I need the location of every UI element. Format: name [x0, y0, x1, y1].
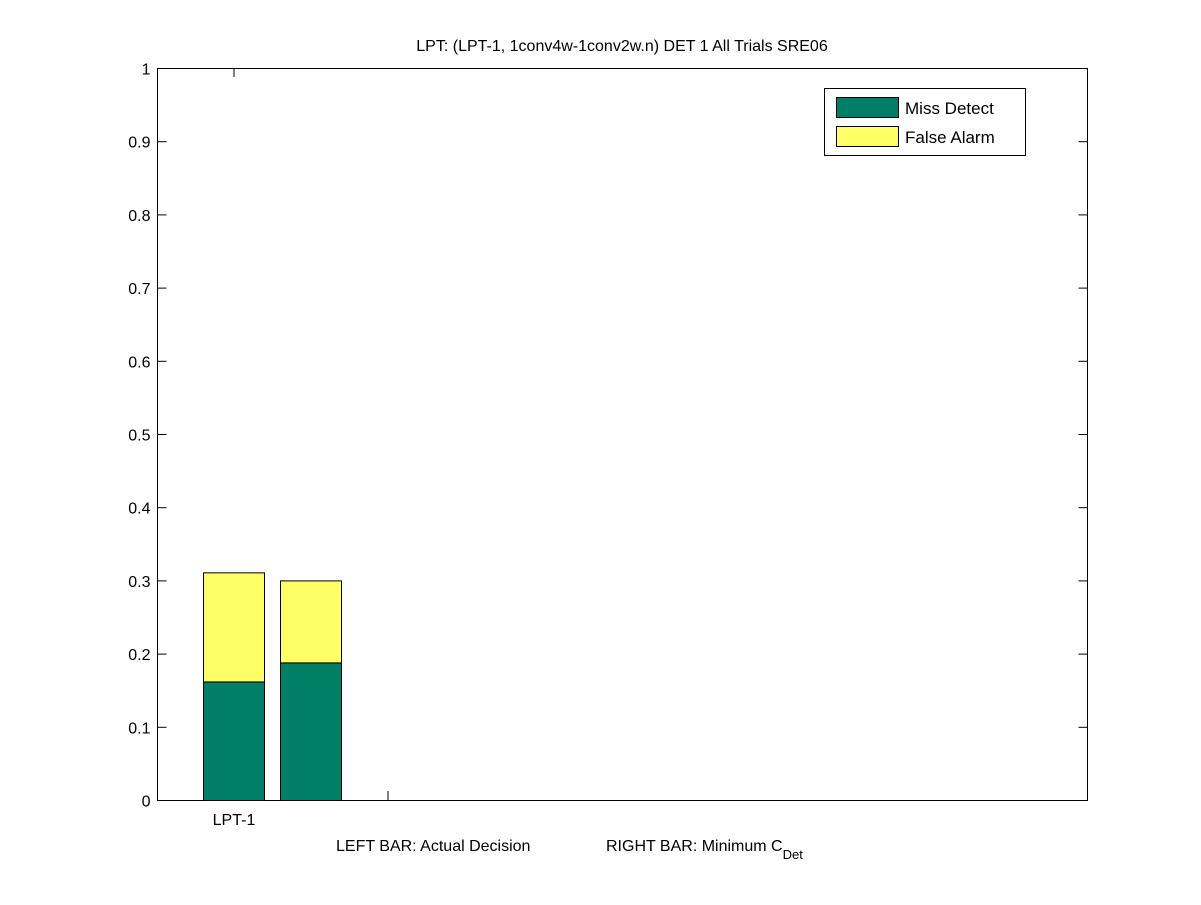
bar-minimum-miss-detect — [280, 662, 342, 801]
y-tick-label: 0.3 — [128, 574, 150, 591]
y-tick-label: 0.9 — [128, 135, 150, 152]
y-tick-label: 0.8 — [128, 208, 150, 225]
bar-actual-false-alarm — [203, 572, 265, 683]
legend-swatch-false-alarm — [836, 126, 899, 147]
x-axis-label-subscript: Det — [783, 847, 804, 862]
x-axis-label-right: RIGHT BAR: Minimum CDet — [606, 838, 803, 862]
legend: Miss Detect False Alarm — [824, 88, 1026, 156]
bar-minimum-false-alarm — [280, 580, 342, 664]
x-axis-label-left: LEFT BAR: Actual Decision — [336, 838, 530, 855]
y-tick-label: 1 — [142, 62, 151, 79]
plot-frame — [157, 68, 1088, 801]
y-tick-label: 0.6 — [128, 354, 150, 371]
chart-title: LPT: (LPT-1, 1conv4w-1conv2w.n) DET 1 Al… — [416, 38, 828, 55]
legend-label-miss-detect: Miss Detect — [905, 99, 994, 118]
y-tick-label: 0.2 — [128, 647, 150, 664]
y-tick-label: 0.1 — [128, 720, 150, 737]
y-tick-label: 0.4 — [128, 501, 150, 518]
bar-actual-miss-detect — [203, 681, 265, 802]
y-tick-label: 0 — [142, 794, 151, 811]
y-tick-label: 0.7 — [128, 281, 150, 298]
legend-swatch-miss-detect — [836, 97, 899, 118]
legend-label-false-alarm: False Alarm — [905, 128, 995, 147]
x-tick-label: LPT-1 — [213, 812, 256, 829]
y-tick-label: 0.5 — [128, 428, 150, 445]
